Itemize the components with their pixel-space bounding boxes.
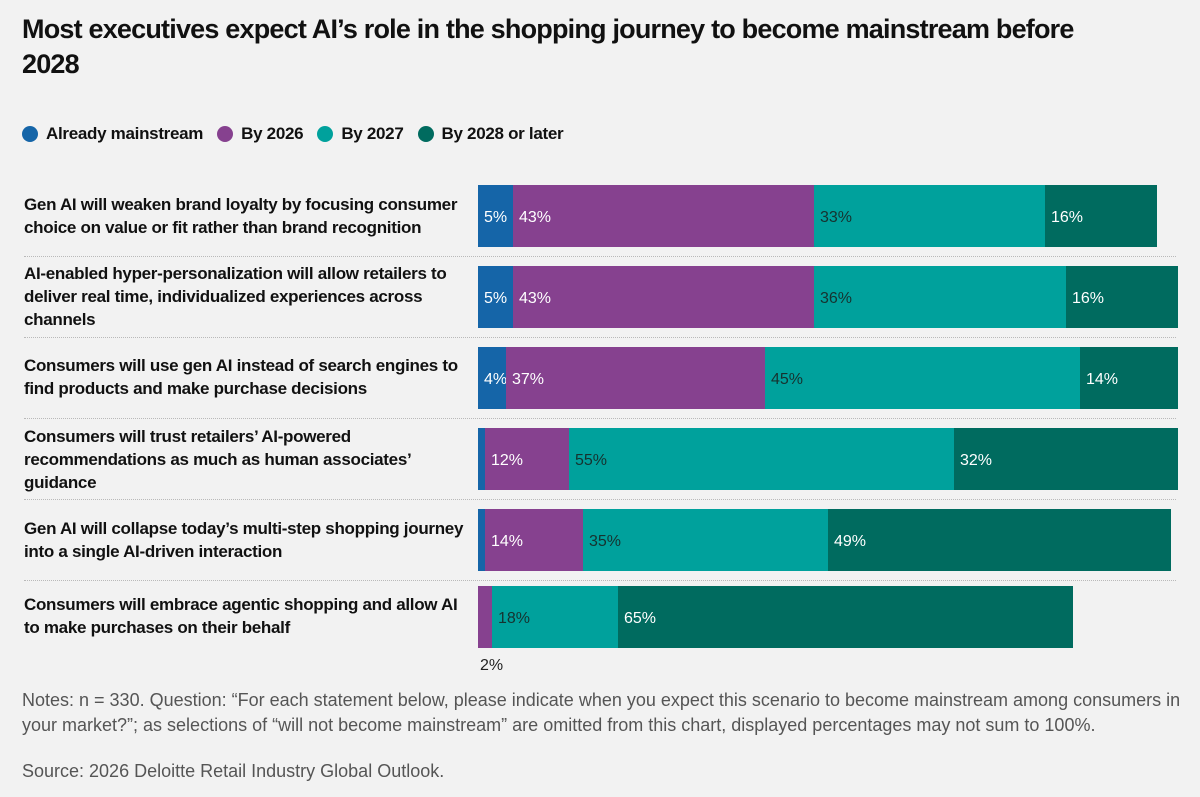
bar-value-label: 4% (484, 371, 507, 388)
bar-segment (1066, 266, 1178, 328)
bar-value-label: 32% (960, 452, 992, 469)
bar-value-label: 65% (624, 610, 656, 627)
bar-value-label: 5% (484, 209, 507, 226)
bar-value-label: 16% (1051, 209, 1083, 226)
bar-value-label: 14% (1086, 371, 1118, 388)
row-label: Consumers will embrace agentic shopping … (24, 595, 458, 637)
bar-value-label: 18% (498, 610, 530, 627)
bar-segment (485, 428, 569, 490)
row-label: Gen AI will weaken brand loyalty by focu… (24, 195, 458, 237)
bar-segment (954, 428, 1178, 490)
chart-source: Source: 2026 Deloitte Retail Industry Gl… (22, 761, 445, 781)
bar-value-label: 55% (575, 452, 607, 469)
bar-value-label: 43% (519, 209, 551, 226)
bar-segment (513, 266, 814, 328)
bar-segment (485, 509, 583, 571)
bar-value-label: 35% (589, 533, 621, 550)
bar-segment (569, 428, 954, 490)
bar-segment (478, 266, 513, 328)
bar-segment (765, 347, 1080, 409)
legend-item-by-2026: By 2026 (217, 124, 304, 144)
bar-segment (478, 586, 492, 648)
bar-value-label: 37% (512, 371, 544, 388)
bar-segment (478, 428, 485, 490)
bar-segment (814, 185, 1045, 247)
bar-segment (1045, 185, 1157, 247)
bar-segment (478, 509, 485, 571)
bar-value-label: 45% (771, 371, 803, 388)
bar-value-label: 43% (519, 290, 551, 307)
legend-item-already-mainstream: Already mainstream (22, 124, 203, 144)
chart-title: Most executives expect AI’s role in the … (22, 14, 1074, 79)
row-divider (24, 499, 1176, 500)
legend-item-by-2027: By 2027 (317, 124, 404, 144)
row-divider (24, 580, 1176, 581)
legend: Already mainstream By 2026 By 2027 By 20… (22, 122, 577, 146)
row-label: Consumers will use gen AI instead of sea… (24, 356, 458, 398)
row-divider (24, 418, 1176, 419)
legend-label: By 2028 or later (441, 124, 564, 143)
bar-segment (814, 266, 1066, 328)
bar-value-label: 49% (834, 533, 866, 550)
legend-label: Already mainstream (46, 124, 204, 143)
row-label: Gen AI will collapse today’s multi-step … (24, 519, 464, 561)
bar-value-label: 5% (484, 290, 507, 307)
legend-label: By 2027 (341, 124, 404, 143)
legend-swatch-by-2028-or-later (417, 126, 434, 142)
bar-segment (492, 586, 618, 648)
bar-segment (506, 347, 765, 409)
bar-value-label: 16% (1072, 290, 1104, 307)
row-divider (24, 337, 1176, 338)
bar-segment (583, 509, 828, 571)
bar-value-label: 33% (820, 209, 852, 226)
legend-label: By 2026 (241, 124, 304, 143)
legend-swatch-by-2026 (217, 126, 234, 142)
bar-segment (478, 185, 513, 247)
row-divider (24, 256, 1176, 257)
row-label: AI-enabled hyper-personalization will al… (24, 264, 447, 329)
chart-notes: Notes: n = 330. Question: “For each stat… (22, 690, 1181, 735)
bar-segment (828, 509, 1171, 571)
row-label: Consumers will trust retailers’ AI-power… (24, 427, 411, 492)
stacked-bar-chart: 5% 43% 33% 16% 5% 43% 36% 16% 4% 37% 45% 14% 12% 55% 3… (478, 185, 1178, 674)
bar-value-label: 36% (820, 290, 852, 307)
bar-value-label: 14% (491, 533, 523, 550)
bar-segment (1080, 347, 1178, 409)
bar-value-label: 12% (491, 452, 523, 469)
bar-segment (513, 185, 814, 247)
legend-item-by-2028-or-later: By 2028 or later (417, 124, 564, 144)
bar-segment (478, 347, 506, 409)
legend-swatch-already-mainstream (22, 126, 38, 142)
bar-segment (618, 586, 1073, 648)
bar-value-label: 2% (480, 657, 503, 674)
legend-swatch-by-2027 (317, 126, 334, 142)
